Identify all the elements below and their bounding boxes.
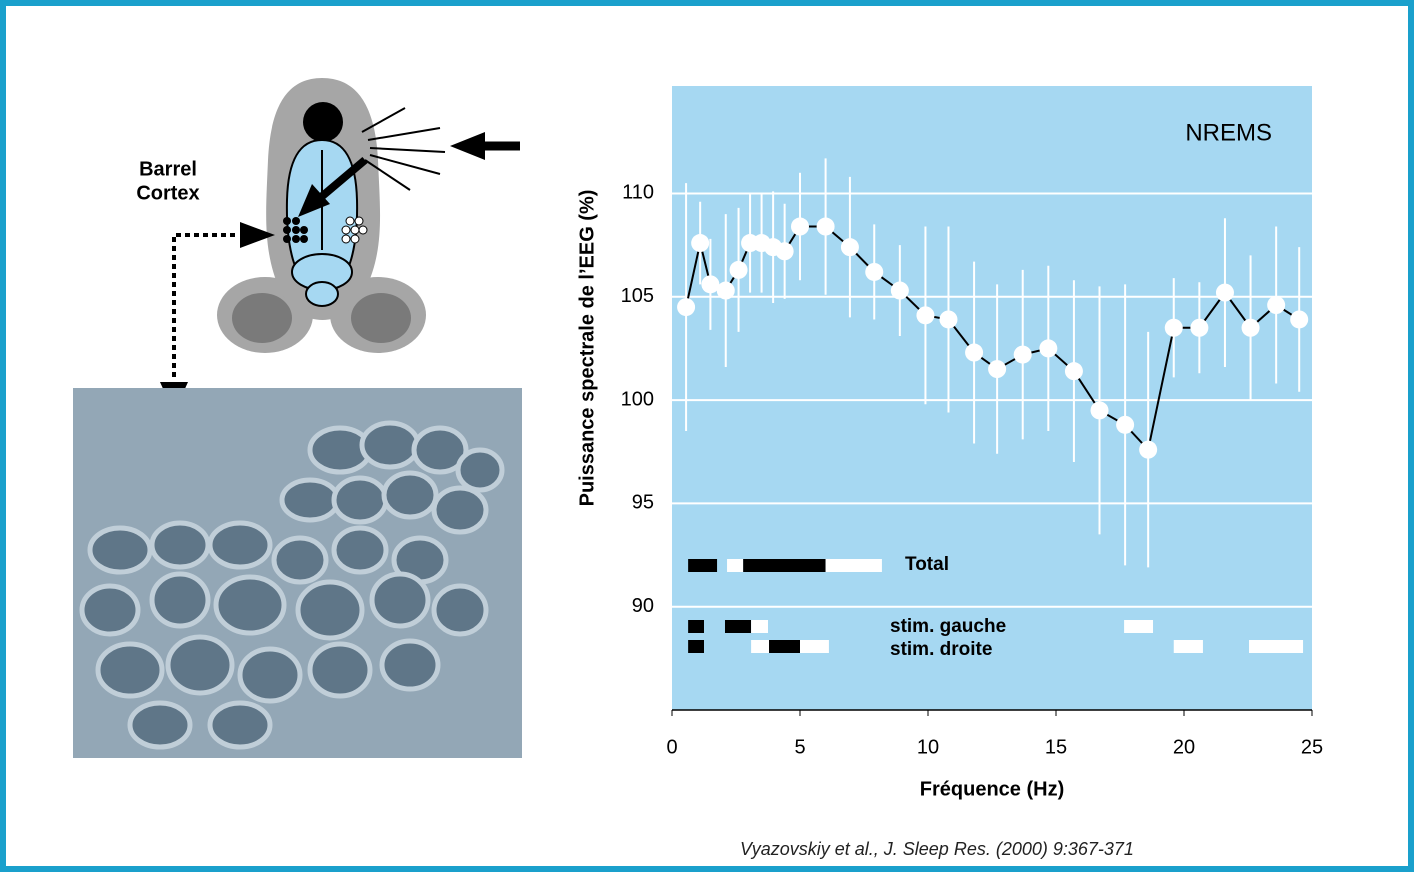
point bbox=[841, 238, 859, 256]
point bbox=[1091, 401, 1109, 419]
significance-bar bbox=[727, 559, 743, 572]
x-tick-label: 0 bbox=[666, 736, 677, 758]
point bbox=[791, 218, 809, 236]
point bbox=[1242, 319, 1260, 337]
point bbox=[730, 261, 748, 279]
point bbox=[1165, 319, 1183, 337]
point bbox=[891, 282, 909, 300]
chart-title: NREMS bbox=[1185, 119, 1272, 146]
significance-label: stim. gauche bbox=[890, 616, 1006, 637]
point bbox=[1116, 416, 1134, 434]
point bbox=[939, 310, 957, 328]
point bbox=[1065, 362, 1083, 380]
significance-bar bbox=[688, 559, 717, 572]
point bbox=[988, 360, 1006, 378]
y-tick-label: 95 bbox=[632, 492, 654, 514]
significance-bar bbox=[751, 640, 769, 653]
diagram-label: Barrel bbox=[139, 158, 197, 180]
y-axis-label: Puissance spectrale de l’EEG (%) bbox=[576, 190, 598, 507]
significance-bar bbox=[1249, 640, 1303, 653]
point bbox=[1039, 339, 1057, 357]
x-axis-label: Fréquence (Hz) bbox=[920, 778, 1064, 800]
significance-bar bbox=[725, 620, 751, 633]
x-tick-label: 10 bbox=[917, 736, 939, 758]
significance-bar bbox=[826, 559, 882, 572]
point bbox=[1267, 296, 1285, 314]
significance-bar bbox=[1174, 640, 1203, 653]
point bbox=[1014, 346, 1032, 364]
x-tick-label: 5 bbox=[794, 736, 805, 758]
point bbox=[691, 234, 709, 252]
point bbox=[965, 344, 983, 362]
point bbox=[701, 275, 719, 293]
cortex-photo bbox=[73, 388, 522, 758]
diagram-label: Cortex bbox=[136, 182, 199, 204]
point bbox=[865, 263, 883, 281]
point bbox=[776, 242, 794, 260]
x-tick-label: 25 bbox=[1301, 736, 1323, 758]
y-tick-label: 110 bbox=[622, 182, 654, 204]
figure: Barrel Cortex Vyazovskiy et al., J. Slee… bbox=[0, 0, 1414, 872]
y-tick-label: 100 bbox=[621, 388, 654, 410]
y-tick-label: 90 bbox=[632, 595, 654, 617]
point bbox=[677, 298, 695, 316]
significance-bar bbox=[688, 640, 704, 653]
significance-label: Total bbox=[905, 554, 949, 575]
point bbox=[1290, 310, 1308, 328]
point bbox=[717, 282, 735, 300]
significance-bar bbox=[751, 620, 768, 633]
x-tick-label: 20 bbox=[1173, 736, 1195, 758]
point bbox=[1190, 319, 1208, 337]
significance-bar bbox=[769, 640, 800, 653]
point bbox=[916, 306, 934, 324]
citation: Vyazovskiy et al., J. Sleep Res. (2000) … bbox=[740, 839, 1134, 859]
x-tick-label: 15 bbox=[1045, 736, 1067, 758]
significance-label: stim. droite bbox=[890, 639, 992, 660]
point bbox=[817, 218, 835, 236]
point bbox=[1216, 284, 1234, 302]
point bbox=[1139, 441, 1157, 459]
significance-bar bbox=[688, 620, 704, 633]
y-tick-label: 105 bbox=[621, 285, 654, 307]
significance-bar bbox=[1124, 620, 1153, 633]
significance-bar bbox=[743, 559, 825, 572]
significance-bar bbox=[800, 640, 829, 653]
